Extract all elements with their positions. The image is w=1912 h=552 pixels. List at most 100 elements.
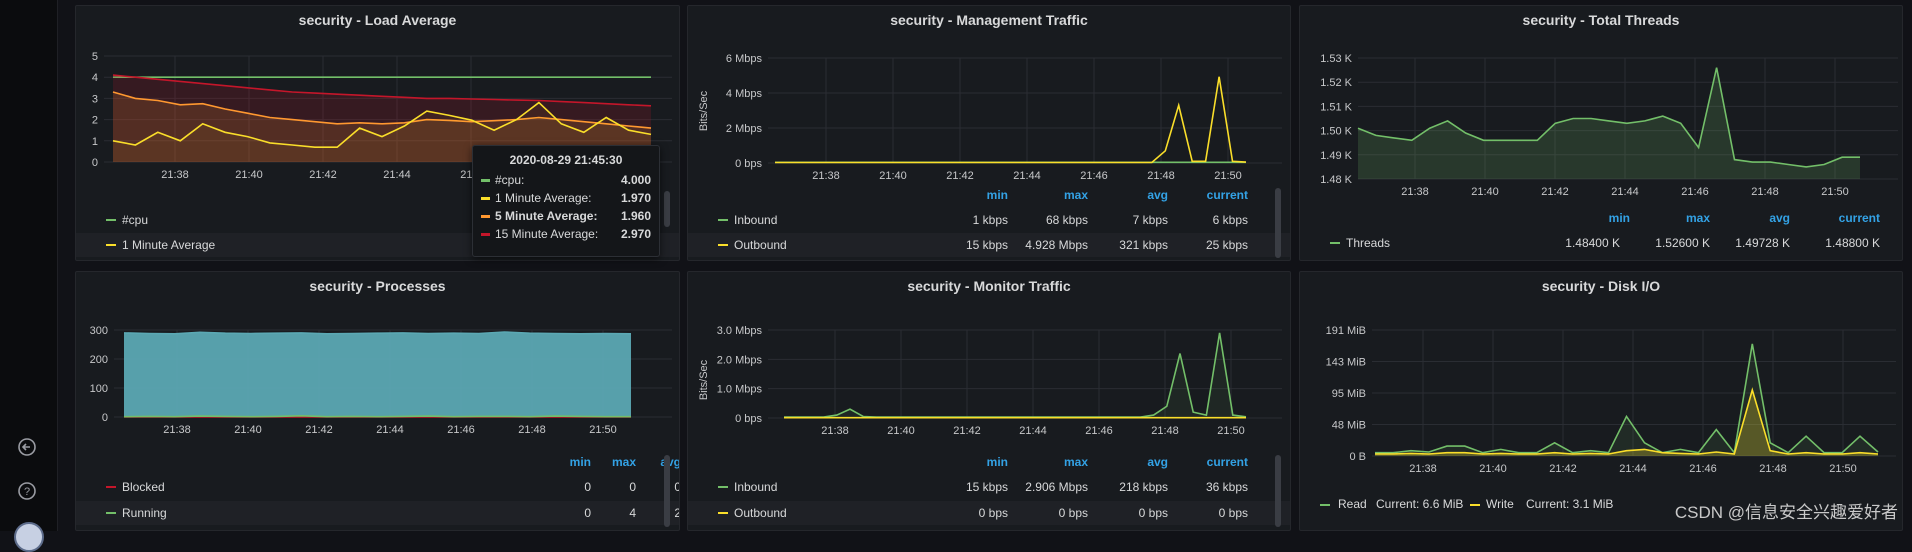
legend-item-inbound[interactable]: Inbound 15 kbps 2.906 Mbps 218 kbps 36 kbps [688, 475, 1290, 499]
x-tick-label: 21:46 [1085, 425, 1113, 437]
panel-title[interactable]: security - Total Threads [1522, 12, 1680, 28]
legend-value-current: 25 kbps [1205, 238, 1248, 252]
write-series-area [1375, 390, 1878, 456]
x-tick-label: 21:44 [1611, 186, 1639, 198]
panel-title[interactable]: security - Management Traffic [890, 12, 1088, 28]
legend-value-min: 15 kbps [965, 480, 1008, 494]
legend-scrollbar[interactable] [664, 455, 670, 527]
y-tick-label: 1.49 K [1320, 150, 1352, 162]
legend-header-max: max [611, 455, 636, 469]
legend-header-avg: avg [1769, 211, 1790, 225]
legend-value-max: 0 bps [1058, 506, 1088, 520]
avatar[interactable] [14, 522, 44, 552]
series-swatch [718, 512, 728, 514]
x-tick-label: 21:50 [1821, 186, 1849, 198]
inbound-series-area [784, 332, 1246, 418]
legend-value-current: 6 kbps [1212, 213, 1248, 227]
legend-scrollbar[interactable] [1275, 455, 1281, 527]
x-tick-label: 21:42 [953, 425, 981, 437]
legend-header-current: current [1838, 211, 1880, 225]
legend-item-outbound[interactable]: Outbound 0 bps 0 bps 0 bps 0 bps [688, 501, 1290, 525]
y-tick-label: 0 bps [735, 158, 762, 170]
panel-management-traffic: security - Management Traffic 6 Mbps 4 Mb… [687, 5, 1291, 261]
legend-value-avg: 2 [616, 506, 679, 520]
legend-item-label: Running [122, 506, 167, 520]
disk-io-graph[interactable]: 191 MiB 143 MiB 95 MiB 48 MiB 0 B 21:38 21:40 2… [1300, 302, 1902, 482]
series-swatch [106, 512, 116, 514]
legend: min max avg current Inbound 15 kbps 2.906 … [688, 455, 1290, 527]
legend-value-avg: 0 [616, 480, 679, 494]
x-tick-label: 21:48 [518, 424, 546, 436]
tooltip-row-5min: 5 Minute Average: 1.960 [481, 208, 651, 226]
legend-item-running[interactable]: Running0421 [76, 501, 679, 525]
panel-title[interactable]: security - Disk I/O [1541, 278, 1661, 294]
y-tick-label: 1.50 K [1320, 126, 1352, 138]
legend-item-write[interactable]: Write Current: 3.1 MiB [1470, 496, 1615, 516]
y-tick-label: 1.53 K [1320, 53, 1352, 65]
x-tick-label: 21:48 [1751, 186, 1779, 198]
panel-title[interactable]: security - Load Average [298, 12, 457, 28]
x-tick-label: 21:42 [305, 424, 333, 436]
panel-disk-io: security - Disk I/O 191 MiB 143 MiB 95 MiB… [1299, 271, 1903, 531]
legend-item-inbound[interactable]: Inbound 1 kbps 68 kbps 7 kbps 6 kbps [688, 208, 1290, 232]
legend-item-read[interactable]: Read Current: 6.6 MiB [1320, 496, 1465, 516]
y-tick-label: 1 [92, 136, 98, 148]
processes-graph[interactable]: 300 200 100 0 21:38 21:40 21:42 21:44 21:46 21:48… [76, 302, 679, 477]
x-tick-label: 21:44 [1013, 170, 1041, 182]
legend-value-min: 0 bps [978, 506, 1008, 520]
tooltip-title: 2020-08-29 21:45:30 [509, 153, 623, 167]
legend-value-avg: 218 kbps [1119, 480, 1168, 494]
sidebar: ? [0, 0, 58, 552]
x-tick-label: 21:42 [946, 170, 974, 182]
management-traffic-graph[interactable]: 6 Mbps 4 Mbps 2 Mbps 0 bps 21:38 21:40 21:42 21… [688, 36, 1290, 194]
y-axis-label: Bits/Sec [698, 359, 710, 400]
legend-item-label: #cpu [122, 213, 149, 227]
legend-value-max: 68 kbps [1045, 213, 1088, 227]
outbound-series-line [775, 76, 1247, 164]
legend-value-current: Current: 6.6 MiB [1376, 497, 1464, 511]
legend-value-current: 0 bps [1218, 506, 1248, 520]
legend-item-threads[interactable]: Threads 1.48400 K 1.52600 K 1.49728 K 1.4880… [1300, 231, 1902, 255]
y-tick-label: 191 MiB [1326, 325, 1366, 337]
x-tick-label: 21:48 [1151, 425, 1179, 437]
total-threads-graph[interactable]: 1.53 K 1.52 K 1.51 K 1.50 K 1.49 K 1.48 K 21:3… [1300, 36, 1902, 216]
legend-header-min: min [986, 188, 1008, 202]
y-tick-label: 95 MiB [1332, 388, 1366, 400]
x-tick-label: 21:42 [1541, 186, 1569, 198]
monitor-traffic-graph[interactable]: 3.0 Mbps 2.0 Mbps 1.0 Mbps 0 bps 21:38 21:40 2… [688, 302, 1290, 460]
legend-header-min: min [1608, 211, 1630, 225]
series-swatch [718, 486, 728, 488]
threads-series-area [1358, 67, 1860, 179]
y-tick-label: 3.0 Mbps [717, 325, 763, 337]
legend-header-avg: avg [1147, 455, 1168, 469]
y-tick-label: 3 [92, 93, 98, 105]
legend-scrollbar[interactable] [664, 191, 670, 227]
panel-title[interactable]: security - Processes [309, 278, 446, 294]
x-tick-label: 21:40 [879, 170, 907, 182]
help-icon[interactable]: ? [16, 480, 38, 502]
sign-out-icon[interactable] [16, 436, 38, 458]
legend-value-min: 15 kbps [965, 238, 1008, 252]
read-series-area [1375, 343, 1878, 456]
legend-item-outbound[interactable]: Outbound 15 kbps 4.928 Mbps 321 kbps 25 kbps [688, 233, 1290, 257]
series-swatch [106, 244, 116, 246]
x-tick-label: 21:48 [1147, 170, 1175, 182]
y-tick-label: 48 MiB [1332, 420, 1366, 432]
panel-processes: security - Processes 300 200 100 0 21:38 21:4… [75, 271, 680, 531]
legend-item-label: Inbound [734, 213, 778, 227]
x-tick-label: 21:38 [1409, 463, 1437, 475]
legend-item-label: Threads [1346, 236, 1391, 250]
x-tick-label: 21:38 [161, 169, 189, 181]
legend-value-min: 0 [584, 480, 591, 494]
x-tick-label: 21:50 [1829, 463, 1857, 475]
legend-scrollbar[interactable] [1275, 188, 1281, 258]
x-tick-label: 21:38 [821, 425, 849, 437]
legend-item-blocked[interactable]: Blocked0000 [76, 475, 679, 499]
x-tick-label: 21:44 [1019, 425, 1047, 437]
tooltip-row-label: 1 Minute Average: [495, 191, 592, 205]
panel-title[interactable]: security - Monitor Traffic [907, 278, 1071, 294]
legend-item-label: Outbound [734, 506, 787, 520]
y-tick-label: 0 bps [735, 413, 762, 425]
legend-value-avg: 0 bps [1138, 506, 1168, 520]
